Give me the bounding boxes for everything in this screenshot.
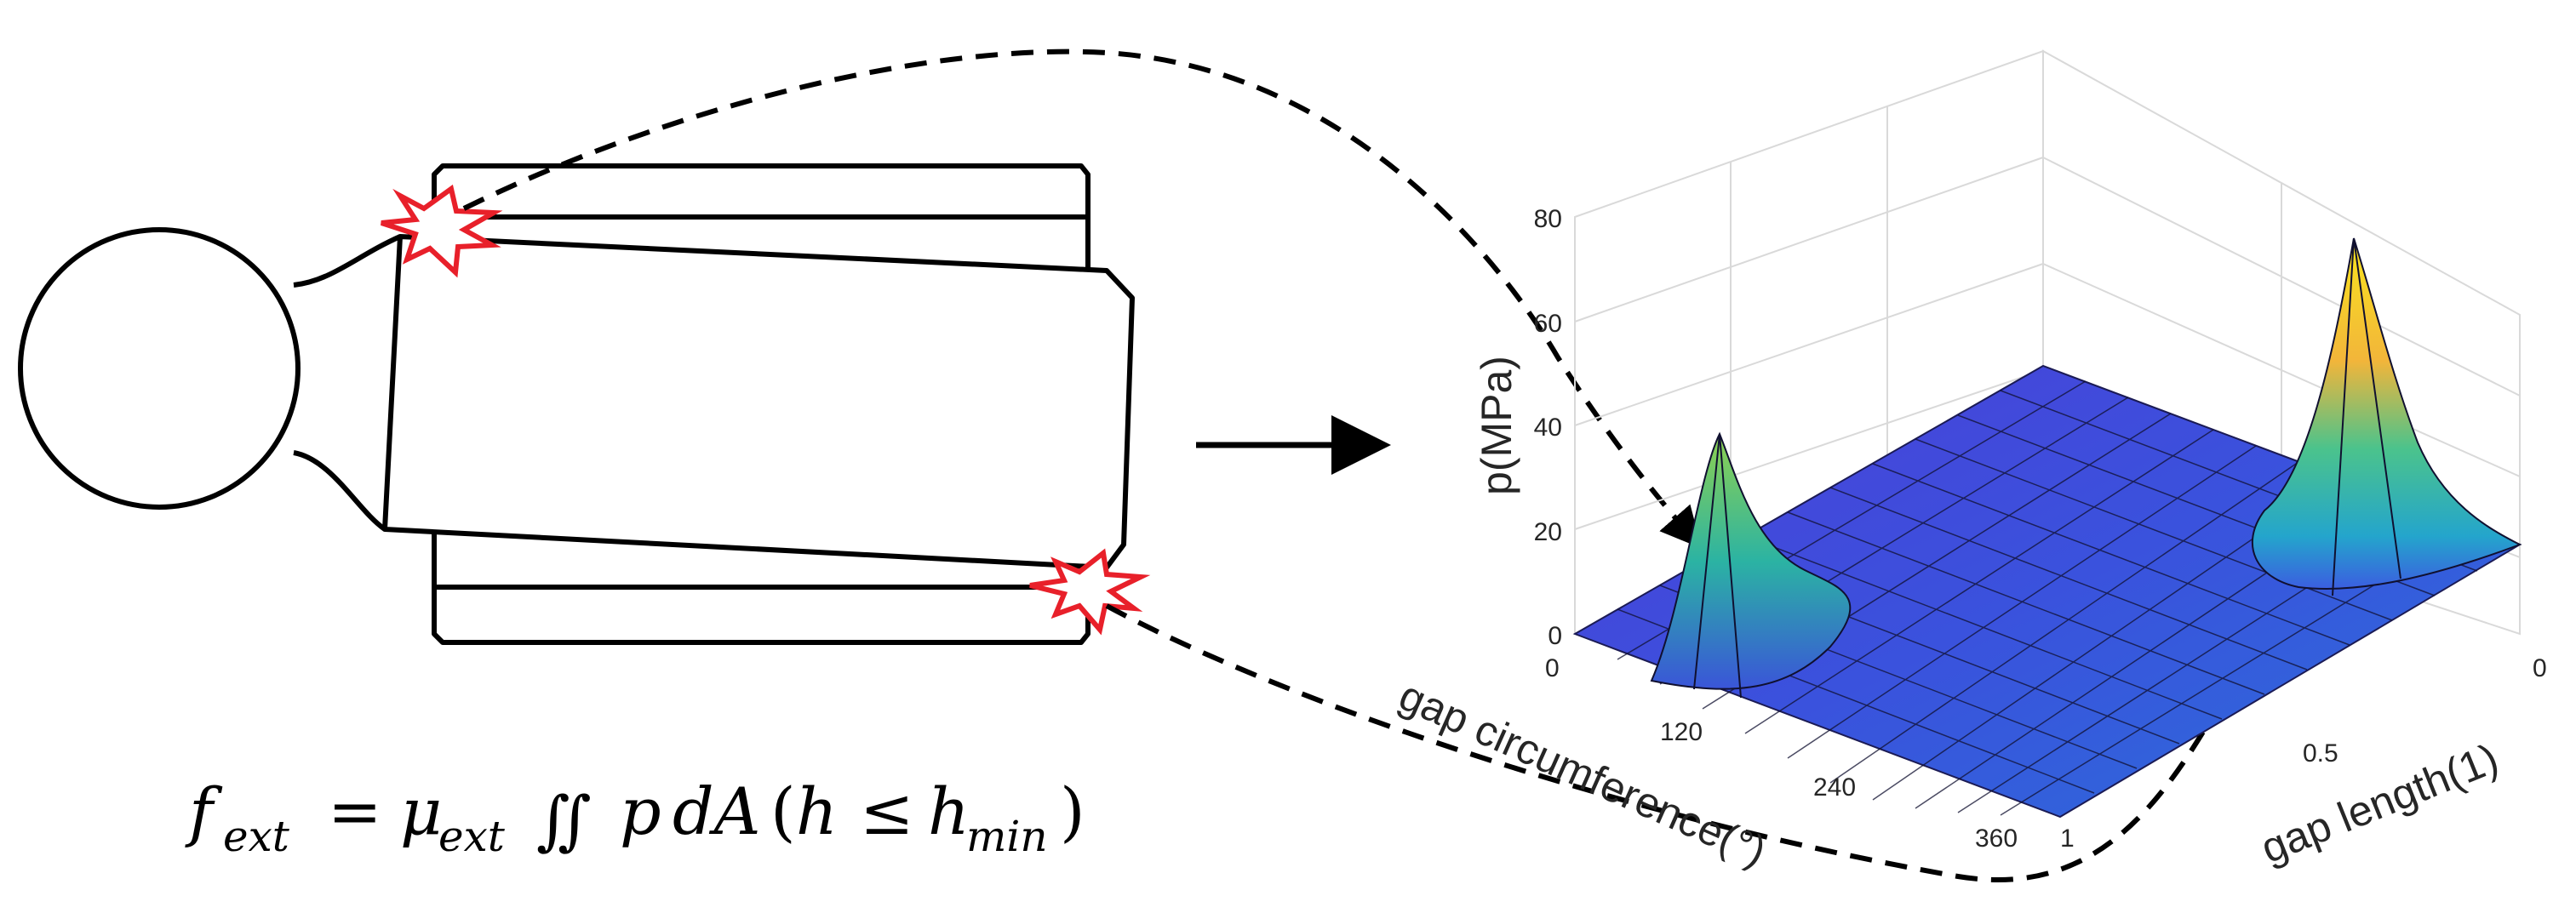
bushing-schematic: [18, 163, 1135, 645]
x-tick: 360: [1975, 825, 2018, 853]
z-axis: 0 20 40 60 80 p(MPa): [1473, 205, 1562, 650]
contact-starburst-top-icon: [381, 184, 503, 278]
formula-p: p: [620, 773, 661, 849]
formula-paren-open: (: [770, 773, 796, 849]
formula-hmin-sub: min: [966, 812, 1048, 861]
pressure-peak-right: [2251, 237, 2522, 590]
formula-equals: =: [328, 773, 382, 849]
z-tick: 0: [1548, 622, 1562, 650]
pressure-peak-left-ridge: [1719, 433, 1742, 699]
x-axis-label: gap circumference(°): [1393, 671, 1773, 876]
dashed-connector-top: [462, 49, 1702, 549]
y-axis-label: gap length(1): [2254, 734, 2504, 872]
grid-line: [1574, 157, 2044, 322]
contact-starburst-bottom-icon: [1029, 548, 1151, 636]
x-tick: 240: [1813, 773, 1856, 802]
ball-head: [18, 227, 301, 510]
formula-mu-sub: ext: [438, 812, 506, 861]
z-tick: 20: [1534, 518, 1562, 546]
z-tick: 60: [1534, 310, 1562, 338]
z-tick: 40: [1534, 414, 1562, 442]
grid-line: [1574, 263, 2044, 426]
pressure-peak-right-ridge: [2353, 237, 2401, 579]
pressure-peak-right-ridge: [2332, 237, 2355, 596]
back-wall-right: [2042, 49, 2521, 636]
z-axis-label: p(MPa): [1473, 356, 1520, 495]
formula-mu: μ: [400, 773, 442, 849]
y-tick: 0: [2533, 654, 2547, 682]
formula-dA: dA: [673, 773, 761, 849]
dashed-connector-bottom: [1105, 433, 2349, 882]
formula-f: f: [185, 773, 223, 849]
neck-lower: [293, 450, 386, 532]
neck-upper: [293, 234, 402, 288]
x-tick: 0: [1545, 654, 1560, 682]
surface-plot: 0 20 40 60 80 p(MPa) 0 120 240 360 gap c…: [1393, 49, 2547, 876]
formula-le: ≤: [860, 773, 914, 849]
y-tick: 0.5: [2303, 739, 2338, 767]
y-tick: 1: [2060, 825, 2075, 853]
plot-grid: [1574, 49, 2521, 636]
x-tick: 120: [1660, 718, 1703, 746]
formula-h: h: [796, 773, 838, 849]
pressure-peak-left-ridge: [1693, 433, 1720, 690]
z-tick: 80: [1534, 205, 1562, 233]
formula-paren-close: ): [1060, 773, 1085, 849]
formula-f-sub: ext: [223, 812, 290, 861]
formula-integral: ∬: [536, 782, 592, 858]
friction-formula: f ext = μ ext ∬ p dA ( h ≤ h min ): [185, 773, 1085, 861]
formula-hmin-h: h: [928, 773, 970, 849]
grid-line: [1574, 369, 2044, 530]
tilted-piston: [382, 234, 1135, 570]
